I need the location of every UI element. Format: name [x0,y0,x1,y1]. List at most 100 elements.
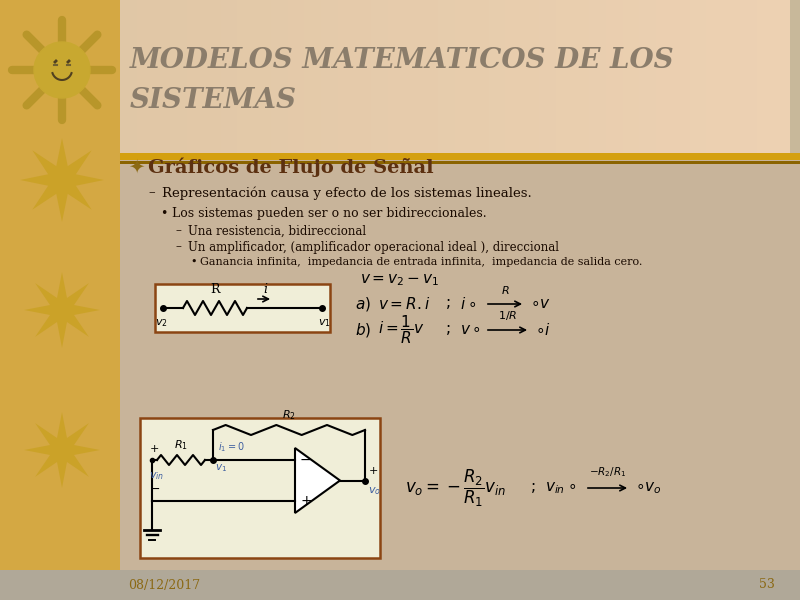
Bar [757,0,774,155]
Text: $v_1$: $v_1$ [215,462,227,474]
Text: –: – [175,241,181,253]
Bar [472,0,489,155]
Circle shape [34,42,90,98]
Text: $\circ v_o$: $\circ v_o$ [635,480,662,496]
Bar [170,0,187,155]
Bar [405,0,422,155]
Text: $v_{in}$: $v_{in}$ [149,470,164,482]
Text: $R$: $R$ [501,284,510,296]
Text: $R_2$: $R_2$ [282,408,296,422]
Bar [522,0,538,155]
Text: Los sistemas pueden ser o no ser bidireccionales.: Los sistemas pueden ser o no ser bidirec… [172,206,486,220]
Text: ✦: ✦ [128,157,144,176]
Text: Ganancia infinita,  impedancia de entrada infinita,  impedancia de salida cero.: Ganancia infinita, impedancia de entrada… [200,257,642,267]
Bar [656,0,673,155]
Bar [137,0,154,155]
Text: $R_1$: $R_1$ [174,438,188,452]
Text: Gráficos de Flujo de Señal: Gráficos de Flujo de Señal [148,157,434,177]
Bar [371,0,388,155]
Text: 08/12/2017: 08/12/2017 [128,578,200,592]
Text: $i = \dfrac{1}{R}v$: $i = \dfrac{1}{R}v$ [378,314,425,346]
Text: +: + [300,494,312,508]
Bar [639,0,656,155]
Text: $v_2$: $v_2$ [154,317,167,329]
Text: MODELOS MATEMATICOS DE LOS: MODELOS MATEMATICOS DE LOS [130,46,674,73]
Bar [438,0,455,155]
Text: $v = R.i$: $v = R.i$ [378,296,430,312]
Bar [287,0,304,155]
Text: $;$: $;$ [445,323,450,337]
Text: $\circ i$: $\circ i$ [535,322,550,338]
Bar [0,570,800,600]
Bar [187,0,204,155]
Bar [221,0,238,155]
Bar [120,0,137,155]
Text: $v_o$: $v_o$ [368,485,381,497]
Bar [388,0,405,155]
Bar [740,0,757,155]
Text: $v \circ$: $v \circ$ [460,323,481,337]
Text: $-$: $-$ [149,482,160,495]
Polygon shape [24,272,100,348]
Text: i: i [263,283,267,296]
Text: $v_o = -\dfrac{R_2}{R_1}v_{in}$: $v_o = -\dfrac{R_2}{R_1}v_{in}$ [405,467,506,509]
Bar [673,0,690,155]
Bar [154,0,170,155]
Text: $i \circ$: $i \circ$ [460,296,476,312]
Text: $\circ v$: $\circ v$ [530,297,550,311]
Bar [354,0,371,155]
Bar [589,0,606,155]
Bar [120,155,800,570]
Text: Una resistencia, bidireccional: Una resistencia, bidireccional [188,224,366,238]
Bar [422,0,438,155]
Bar [120,153,800,160]
Bar [321,0,338,155]
Text: $;$: $;$ [445,297,450,311]
Bar [270,0,287,155]
Text: 53: 53 [759,578,775,592]
Bar [723,0,740,155]
Bar [338,0,354,155]
Text: –: – [175,224,181,238]
Text: Un amplificador, (amplificador operacional ideal ), direccional: Un amplificador, (amplificador operacion… [188,241,559,253]
Bar [606,0,622,155]
Text: •: • [190,257,197,267]
Bar [120,161,800,164]
Text: −: − [300,453,312,467]
Bar [204,0,221,155]
Bar [622,0,639,155]
Text: –: – [148,187,154,199]
Text: $;$: $;$ [530,481,535,495]
Text: $b)$: $b)$ [355,321,371,339]
Bar [489,0,506,155]
Bar [774,0,790,155]
Bar [706,0,723,155]
Text: $+$: $+$ [368,464,378,475]
Text: $+$: $+$ [149,443,159,454]
Bar [555,0,572,155]
Bar [455,0,472,155]
Bar [254,0,270,155]
Text: $v_1$: $v_1$ [318,317,330,329]
Bar [0,0,120,600]
Bar [238,0,254,155]
Bar [506,0,522,155]
Text: $v = v_2 - v_1$: $v = v_2 - v_1$ [360,272,439,288]
Text: Representación causa y efecto de los sistemas lineales.: Representación causa y efecto de los sis… [162,186,532,200]
Bar [155,284,330,332]
Text: SISTEMAS: SISTEMAS [130,86,297,113]
Text: $i_1 = 0$: $i_1 = 0$ [218,440,245,454]
Polygon shape [295,448,340,513]
Text: $v_{in} \circ$: $v_{in} \circ$ [545,480,576,496]
Bar [538,0,555,155]
Polygon shape [24,412,100,488]
Text: •: • [160,206,167,220]
Polygon shape [20,138,104,222]
Text: $a)$: $a)$ [355,295,371,313]
Bar [572,0,589,155]
Text: $1/R$: $1/R$ [498,309,517,322]
Bar [140,418,380,558]
Text: R: R [210,283,220,296]
Bar [304,0,321,155]
Bar [690,0,706,155]
